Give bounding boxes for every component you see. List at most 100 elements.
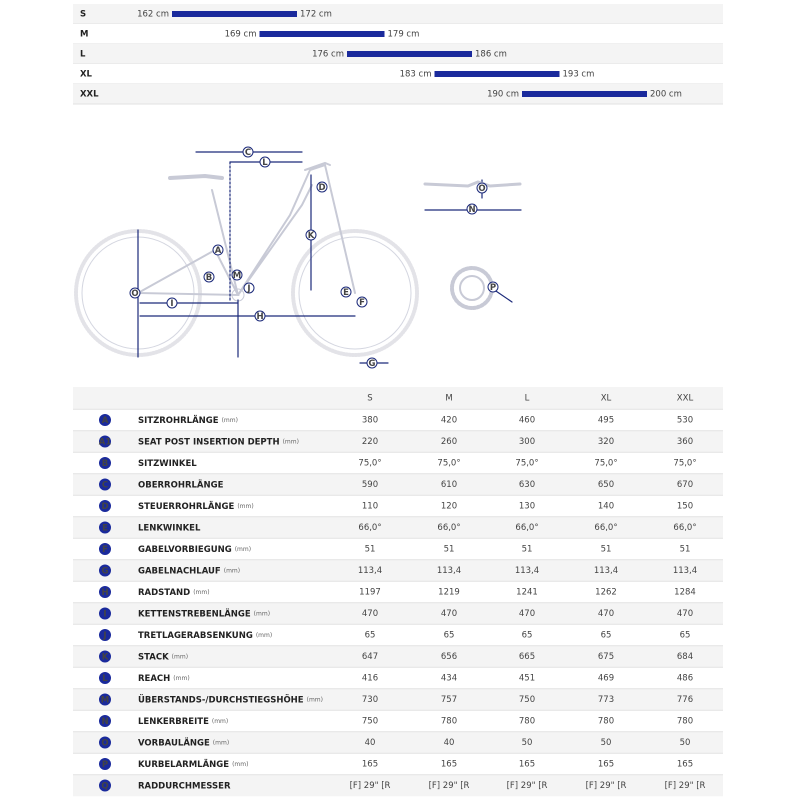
cell-value: 165 (677, 760, 693, 770)
diagram-marker (254, 310, 266, 322)
row-bg (73, 430, 723, 453)
column-header: L (525, 394, 530, 404)
row-name: KURBELARMLÄNGE (mm) (138, 759, 248, 770)
name: GABELVORBIEGUNG (138, 545, 232, 555)
name: LENKWINKEL (138, 523, 201, 533)
cell-value: [F] 29" [R (665, 781, 706, 791)
cell-value: 51 (680, 545, 691, 555)
cell-value: 650 (598, 480, 614, 490)
row-bg (73, 667, 723, 689)
column-header: M (445, 394, 452, 404)
height-bar (347, 51, 472, 57)
row-letter: M (101, 696, 109, 706)
row-bg (73, 538, 723, 560)
row-name: KETTENSTREBENLÄNGE (mm) (138, 608, 270, 619)
cell-value: 1197 (359, 588, 381, 598)
from-label: 190 cm (487, 90, 519, 100)
row-name: OBERROHRLÄNGE (138, 479, 224, 490)
size-label: XXL (80, 90, 99, 100)
diagram-marker (356, 296, 368, 308)
to-label: 200 cm (650, 90, 682, 100)
diagram-letter: I (170, 299, 173, 309)
name: GABELNACHLAUF (138, 566, 221, 576)
cell-value: 470 (598, 609, 614, 619)
diagram-letter: A (215, 246, 222, 256)
row-letter: E (102, 524, 108, 534)
cell-value: 65 (522, 631, 533, 641)
name: RADSTAND (138, 588, 190, 598)
row-name: GABELVORBIEGUNG (mm) (138, 545, 251, 555)
cell-value: 780 (519, 717, 535, 727)
row-bg (73, 710, 723, 732)
cell-value: [F] 29" [R (350, 781, 391, 791)
row-letter: K (102, 653, 109, 663)
row-letter: N (101, 717, 108, 727)
diagram-marker (366, 357, 378, 369)
cell-value: 486 (677, 674, 693, 684)
cell-value: 320 (598, 437, 614, 447)
row-letter: H (101, 588, 108, 598)
row-bg (73, 688, 723, 711)
unit: (mm) (232, 761, 248, 768)
unit: (mm) (193, 589, 209, 596)
unit: (mm) (256, 632, 272, 639)
unit: (mm) (235, 546, 251, 553)
diagram-marker (487, 281, 499, 293)
size-label: XL (80, 70, 93, 80)
row-name: STACK (mm) (138, 652, 188, 662)
cell-value: 1262 (595, 588, 617, 598)
cell-value: 451 (519, 674, 535, 684)
name: REACH (138, 674, 170, 684)
letter-badge (99, 629, 111, 641)
cell-value: [F] 29" [R (429, 781, 470, 791)
unit: (mm) (213, 739, 229, 746)
cell-value: 165 (598, 760, 614, 770)
cell-value: 470 (441, 609, 457, 619)
cell-value: 470 (677, 609, 693, 619)
cell-value: 260 (441, 437, 457, 447)
cell-value: 113,4 (437, 566, 461, 576)
cell-value: 40 (365, 738, 376, 748)
letter-badge (99, 715, 111, 727)
unit: (mm) (283, 438, 299, 445)
column-header: XL (601, 394, 612, 404)
letter-badge (99, 414, 111, 426)
row-name: RADDURCHMESSER (138, 781, 231, 791)
row-bg (73, 753, 723, 775)
name: LENKERBREITE (138, 717, 209, 727)
diagram-letter: C (245, 148, 251, 158)
cell-value: 675 (598, 652, 614, 662)
cell-value: 51 (601, 545, 612, 555)
cell-value: 780 (598, 717, 614, 727)
row-bg (73, 4, 723, 24)
row-letter: F (102, 545, 108, 555)
column-header: XXL (677, 394, 694, 404)
letter-badge (99, 435, 111, 448)
diagram-marker (340, 286, 352, 298)
cell-value: 75,0° (594, 459, 617, 469)
name: SITZROHRLÄNGE (138, 415, 219, 426)
letter-badge (99, 457, 111, 469)
name: KETTENSTREBENLÄNGE (138, 608, 251, 619)
diagram-letter: H (256, 312, 263, 322)
row-letter: Q (101, 782, 108, 792)
row-name: SITZROHRLÄNGE (mm) (138, 415, 238, 426)
name: STACK (138, 652, 169, 662)
cell-value: 66,0° (594, 523, 617, 533)
diagram-marker (305, 229, 317, 241)
unit: (mm) (254, 610, 270, 617)
row-bg (73, 559, 723, 582)
cell-value: 165 (519, 760, 535, 770)
row-name: TRETLAGERABSENKUNG (mm) (138, 631, 272, 641)
cell-value: 50 (601, 738, 612, 748)
size-label: M (80, 30, 88, 40)
row-name: STEUERROHRLÄNGE (mm) (138, 501, 254, 512)
letter-badge (99, 521, 111, 534)
cell-value: [F] 29" [R (507, 781, 548, 791)
height-bar (522, 91, 647, 97)
cell-value: 66,0° (358, 523, 381, 533)
name: TRETLAGERABSENKUNG (138, 631, 253, 641)
row-letter: D (101, 502, 108, 512)
diagram-marker (476, 182, 488, 194)
